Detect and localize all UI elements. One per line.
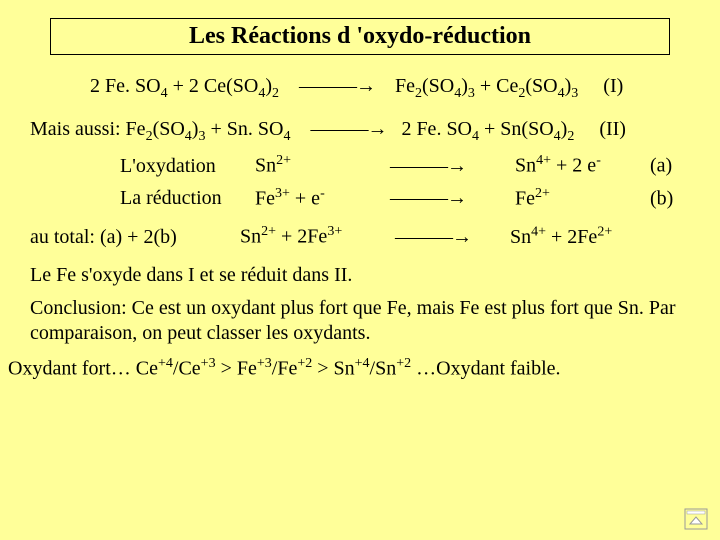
eq2-label: (II) [599, 118, 626, 140]
arrow-icon: ———→ [390, 155, 466, 177]
arrow-icon: ———→ [299, 75, 375, 97]
equation-1: 2 Fe. SO4 + 2 Ce(SO4)2 ———→ Fe2(SO4)3 + … [90, 75, 690, 102]
eq2-rhs: 2 Fe. SO4 + Sn(SO4)2 [401, 118, 574, 140]
total-lhs: Sn2+ + 2Fe3+ [240, 224, 390, 249]
eq1-rhs: Fe2(SO4)3 + Ce2(SO4)3 [395, 75, 578, 97]
ox-label: L'oxydation [120, 155, 250, 178]
red-product: Fe2+ [515, 186, 645, 211]
ox-species: Sn2+ [255, 153, 385, 178]
paragraph-2: Conclusion: Ce est un oxydant plus fort … [30, 296, 690, 346]
eq1-label: (I) [603, 75, 623, 97]
total-label: au total: (a) + 2(b) [30, 226, 235, 249]
arrow-icon: ———→ [310, 118, 386, 140]
ox-tag: (a) [650, 155, 672, 177]
red-label: La réduction [120, 187, 250, 210]
arrow-icon: ———→ [390, 187, 466, 209]
reduction-half: La réduction Fe3+ + e- ———→ Fe2+ (b) [120, 186, 690, 211]
equation-2: Mais aussi: Fe2(SO4)3 + Sn. SO4 ———→ 2 F… [30, 118, 690, 145]
paragraph-1: Le Fe s'oxyde dans I et se réduit dans I… [30, 263, 690, 288]
eq2-lhs: Mais aussi: Fe2(SO4)3 + Sn. SO4 [30, 118, 290, 140]
eq1-lhs: 2 Fe. SO4 + 2 Ce(SO4)2 [90, 75, 279, 97]
red-species: Fe3+ + e- [255, 186, 385, 211]
total-rhs: Sn4+ + 2Fe2+ [510, 226, 612, 248]
arrow-icon: ———→ [395, 226, 471, 248]
oxidation-half: L'oxydation Sn2+ ———→ Sn4+ + 2 e- (a) [120, 153, 690, 178]
slide-title: Les Réactions d 'oxydo-réduction [50, 18, 670, 55]
ranking-line: Oxydant fort… Ce+4/Ce+3 > Fe+3/Fe+2 > Sn… [8, 356, 690, 381]
next-slide-icon[interactable] [684, 508, 708, 530]
ox-product: Sn4+ + 2 e- [515, 153, 645, 178]
total-line: au total: (a) + 2(b) Sn2+ + 2Fe3+ ———→ S… [30, 224, 690, 249]
red-tag: (b) [650, 187, 673, 209]
